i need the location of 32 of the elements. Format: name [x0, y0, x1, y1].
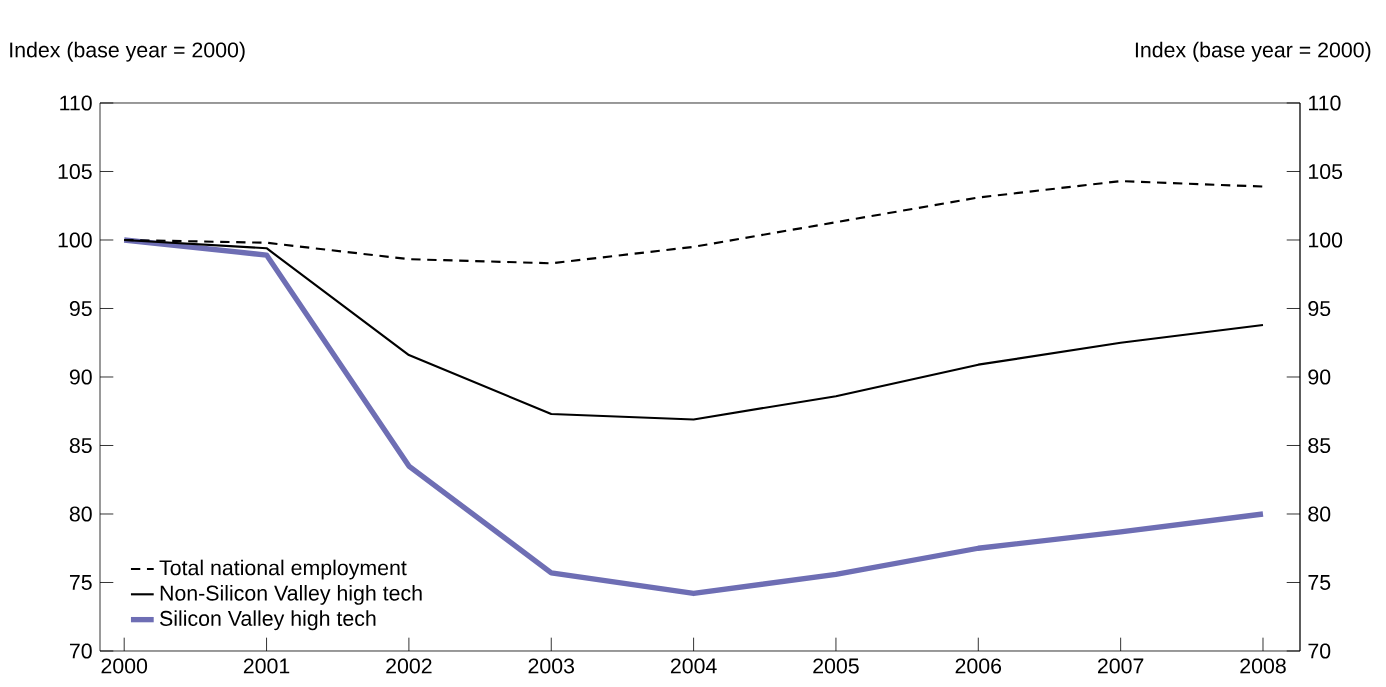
x-tick-label: 2002: [386, 658, 432, 674]
y-tick-label: 70: [69, 643, 92, 659]
legend-label: Silicon Valley high tech: [160, 610, 376, 631]
y-tick-label: 85: [69, 437, 92, 454]
y2-tick-label: 95: [1308, 300, 1331, 317]
y-tick-label: 90: [69, 369, 92, 385]
y-tick-label: 80: [69, 506, 92, 522]
x-tick-label: 2006: [955, 658, 1002, 674]
y-tick-label: 95: [69, 300, 92, 317]
y-axis-title: Index (base year = 2000): [10, 41, 245, 62]
y2-tick-label: 85: [1308, 437, 1331, 454]
x-tick-label: 2007: [1097, 658, 1144, 674]
y2-tick-label: 105: [1309, 163, 1343, 180]
y2-tick-label: 110: [1309, 95, 1341, 111]
legend-label: Non-Silicon Valley high tech: [160, 584, 422, 605]
y2-tick-label: 100: [1309, 232, 1343, 248]
y2-tick-label: 80: [1308, 506, 1331, 522]
y-tick-label: 110: [60, 95, 92, 111]
x-tick-label: 2001: [243, 658, 290, 674]
y-tick-label: 105: [58, 163, 92, 180]
x-tick-label: 2000: [101, 658, 148, 674]
x-tick-label: 2008: [1240, 658, 1286, 674]
y2-tick-label: 70: [1308, 643, 1331, 659]
y-tick-label: 75: [69, 575, 92, 590]
y2-tick-label: 90: [1308, 369, 1331, 385]
legend-label: Total national employment: [159, 559, 407, 580]
x-tick-label: 2003: [528, 658, 575, 674]
y2-axis-title: Index (base year = 2000): [1135, 41, 1371, 62]
y-tick-label: 100: [58, 232, 92, 248]
x-tick-label: 2004: [670, 658, 717, 674]
y2-tick-label: 75: [1308, 575, 1331, 590]
x-tick-label: 2005: [813, 658, 859, 674]
